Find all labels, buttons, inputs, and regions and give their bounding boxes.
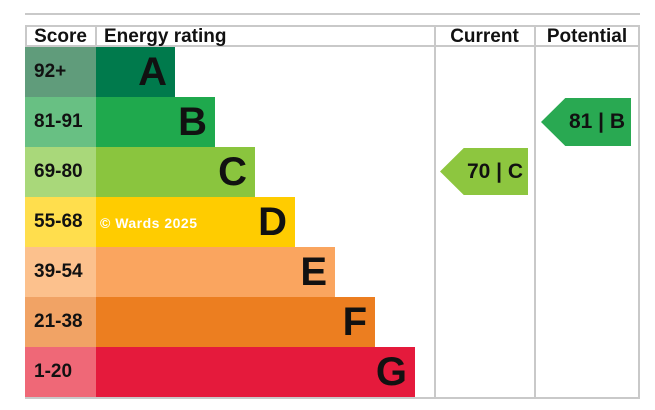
rating-letter-g: G [375, 350, 407, 394]
score-range-b: 81-91 [25, 97, 96, 147]
band-row-e: 39-54 E [25, 247, 640, 297]
header-top-border [25, 25, 640, 27]
table-bottom-border [25, 397, 640, 399]
rating-bar-f: F [96, 297, 375, 347]
rating-bar-g: G [96, 347, 415, 397]
rating-bar-c: C [96, 147, 255, 197]
band-row-b: 81-91 B [25, 97, 640, 147]
rating-letter-b: B [178, 100, 207, 144]
score-range-c: 69-80 [25, 147, 96, 197]
rating-letter-c: C [218, 150, 247, 194]
rating-letter-d: D [258, 200, 287, 244]
rating-bar-a: A [96, 47, 175, 97]
rating-letter-e: E [300, 250, 327, 294]
current-column-divider [434, 25, 436, 399]
score-range-a: 92+ [25, 47, 96, 97]
potential-column-divider [534, 25, 536, 399]
rating-letter-f: F [342, 300, 367, 344]
header-current: Current [450, 25, 519, 47]
band-row-c: 69-80 C [25, 147, 640, 197]
rating-bar-d: D [96, 197, 295, 247]
table-right-border [638, 25, 640, 399]
score-range-f: 21-38 [25, 297, 96, 347]
band-row-a: 92+ A [25, 47, 640, 97]
header-left-border [25, 25, 27, 47]
band-row-f: 21-38 F [25, 297, 640, 347]
band-row-d: 55-68 D [25, 197, 640, 247]
header-score: Score [34, 25, 87, 47]
score-range-g: 1-20 [25, 347, 96, 397]
score-range-d: 55-68 [25, 197, 96, 247]
table-top-line [25, 13, 640, 15]
score-column-divider [95, 25, 97, 47]
header-energy-rating: Energy rating [104, 25, 227, 47]
score-range-e: 39-54 [25, 247, 96, 297]
band-row-g: 1-20 G [25, 347, 640, 397]
rating-bar-e: E [96, 247, 335, 297]
header-potential: Potential [546, 25, 628, 47]
watermark: © Wards 2025 [100, 215, 198, 231]
rating-bar-b: B [96, 97, 215, 147]
header-bottom-border [25, 45, 640, 47]
rating-letter-a: A [138, 50, 167, 94]
rating-bands: 92+ A 81-91 B 69-80 C 55-68 D 39-54 E 21… [25, 47, 640, 397]
